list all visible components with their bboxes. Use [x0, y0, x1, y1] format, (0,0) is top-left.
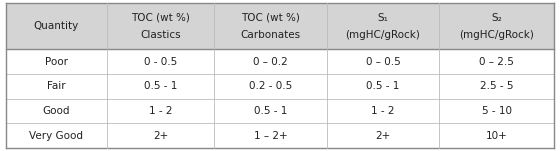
- Text: S₁: S₁: [377, 13, 388, 23]
- Text: Very Good: Very Good: [29, 131, 83, 141]
- Text: TOC (wt %): TOC (wt %): [241, 13, 300, 23]
- Text: 0 – 0.5: 0 – 0.5: [366, 57, 400, 67]
- Text: 0.5 - 1: 0.5 - 1: [366, 81, 400, 91]
- Text: 0.5 - 1: 0.5 - 1: [254, 106, 287, 116]
- Text: S₂: S₂: [492, 13, 502, 23]
- Bar: [6, 49, 554, 74]
- Text: 0.5 - 1: 0.5 - 1: [144, 81, 178, 91]
- Text: 2.5 - 5: 2.5 - 5: [480, 81, 514, 91]
- Bar: [6, 99, 554, 123]
- Text: 0.2 - 0.5: 0.2 - 0.5: [249, 81, 292, 91]
- Text: 10+: 10+: [486, 131, 508, 141]
- Text: 0 – 2.5: 0 – 2.5: [479, 57, 514, 67]
- Text: Fair: Fair: [47, 81, 66, 91]
- Bar: [6, 3, 554, 49]
- Text: 5 - 10: 5 - 10: [482, 106, 512, 116]
- Text: 0 – 0.2: 0 – 0.2: [253, 57, 288, 67]
- Text: 2+: 2+: [153, 131, 168, 141]
- Text: 0 - 0.5: 0 - 0.5: [144, 57, 178, 67]
- Text: 1 - 2: 1 - 2: [371, 106, 395, 116]
- Bar: [6, 74, 554, 99]
- Text: Carbonates: Carbonates: [240, 30, 301, 40]
- Text: Poor: Poor: [45, 57, 68, 67]
- Text: TOC (wt %): TOC (wt %): [131, 13, 190, 23]
- Text: (mgHC/gRock): (mgHC/gRock): [346, 30, 421, 40]
- Text: Quantity: Quantity: [34, 21, 79, 31]
- Text: (mgHC/gRock): (mgHC/gRock): [459, 30, 534, 40]
- Text: 2+: 2+: [375, 131, 390, 141]
- Text: Good: Good: [43, 106, 70, 116]
- Bar: [6, 123, 554, 148]
- Text: 1 – 2+: 1 – 2+: [254, 131, 287, 141]
- Text: Clastics: Clastics: [141, 30, 181, 40]
- Text: 1 - 2: 1 - 2: [149, 106, 172, 116]
